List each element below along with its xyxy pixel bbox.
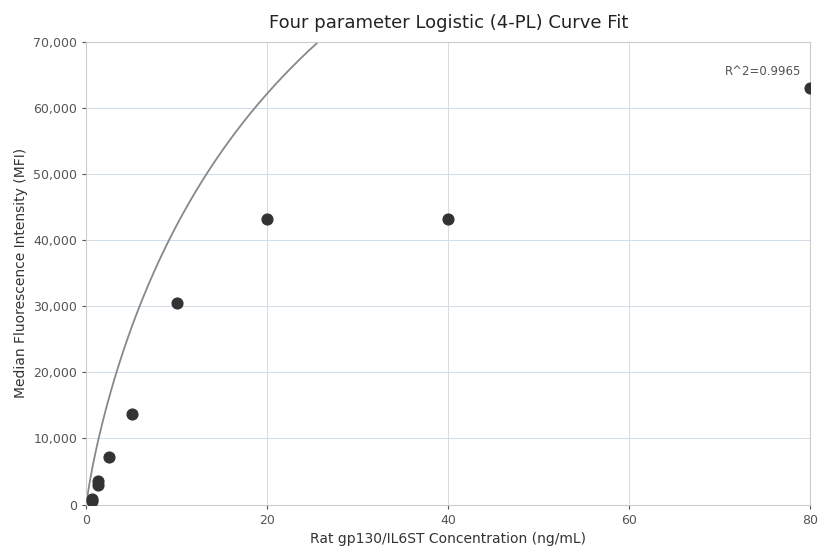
Point [260, 214, 274, 223]
Y-axis label: Median Fluorescence Intensity (MFI): Median Fluorescence Intensity (MFI) [14, 148, 28, 398]
Title: Four parameter Logistic (4-PL) Curve Fit: Four parameter Logistic (4-PL) Curve Fit [269, 14, 628, 32]
X-axis label: Rat gp130/IL6ST Concentration (ng/mL): Rat gp130/IL6ST Concentration (ng/mL) [310, 532, 587, 546]
Point [92, 477, 105, 486]
Point [92, 480, 105, 489]
Point [102, 452, 116, 461]
Point [125, 409, 138, 418]
Text: R^2=0.9965: R^2=0.9965 [725, 65, 801, 78]
Point [86, 494, 99, 503]
Point [86, 497, 99, 506]
Point [804, 83, 817, 92]
Point [442, 214, 455, 223]
Point [171, 298, 184, 307]
